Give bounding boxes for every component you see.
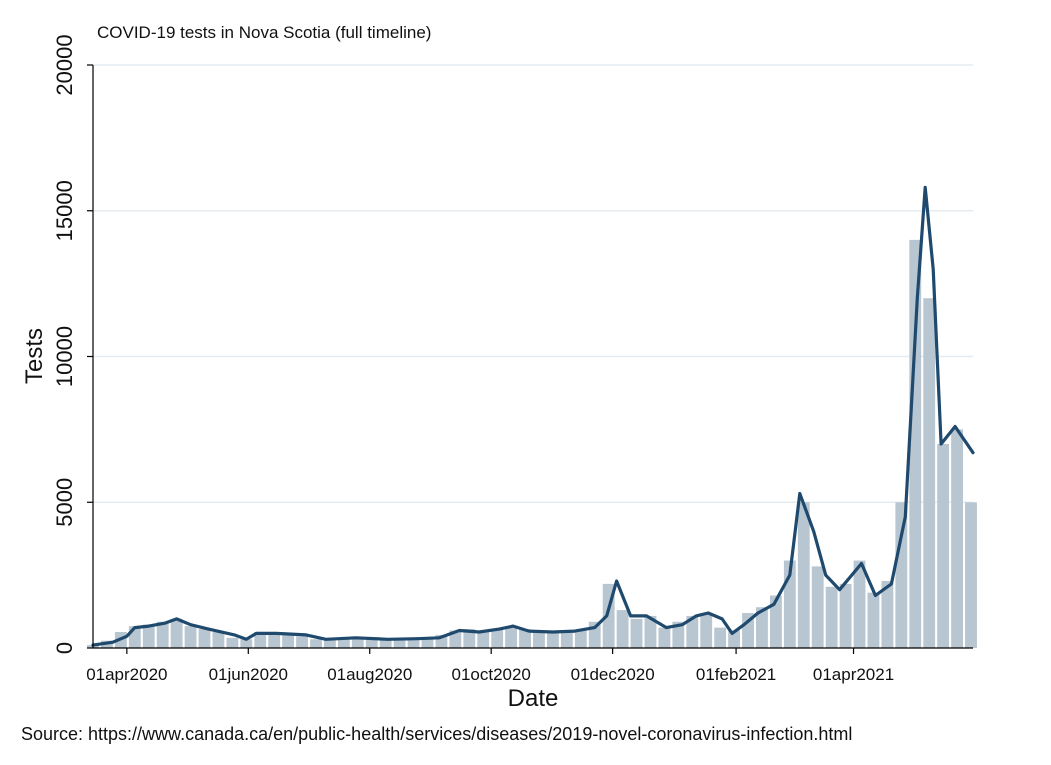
bar — [379, 638, 392, 648]
bar — [393, 639, 406, 648]
bar — [505, 626, 518, 648]
y-tick-label: 20000 — [52, 34, 77, 95]
x-tick-label: 01apr2021 — [813, 665, 894, 684]
bar — [756, 607, 768, 648]
bar — [658, 627, 671, 648]
bar — [435, 634, 448, 648]
x-axis-label: Date — [508, 685, 559, 712]
bar — [282, 634, 295, 648]
x-ticks: 01apr2020 01jun2020 01aug2020 01oct2020 01de… — [86, 648, 894, 684]
trend-line-series — [91, 185, 975, 647]
bar — [867, 592, 880, 648]
bar — [477, 631, 490, 648]
x-tick-label: 01aug2020 — [327, 665, 412, 684]
bar — [951, 429, 963, 648]
y-tick-label: 15000 — [52, 180, 77, 241]
bar — [839, 583, 852, 648]
bar — [546, 630, 559, 648]
y-ticks: 0 5000 10000 15000 20000 — [52, 34, 93, 654]
bar — [797, 502, 810, 648]
source-note: Source: https://www.canada.ca/en/public-… — [21, 724, 852, 744]
bar — [714, 627, 727, 648]
bar — [672, 621, 685, 648]
bar — [254, 631, 267, 648]
bar — [156, 621, 169, 648]
y-axis-label: Tests — [21, 328, 48, 384]
bar — [519, 629, 531, 648]
bar — [853, 560, 866, 648]
bar — [825, 586, 838, 648]
bar — [449, 630, 462, 648]
chart-title: COVID-19 tests in Nova Scotia (full time… — [97, 23, 431, 42]
bar — [351, 637, 364, 648]
bar — [909, 239, 922, 648]
x-tick-label: 01feb2021 — [696, 665, 776, 684]
bar — [602, 583, 615, 648]
bar — [296, 636, 308, 648]
bar — [240, 639, 253, 648]
bar — [268, 633, 281, 648]
bar — [644, 615, 657, 648]
y-grid — [93, 64, 973, 503]
bar — [128, 626, 141, 648]
bar — [142, 624, 155, 648]
bar — [811, 566, 824, 648]
bar — [895, 502, 908, 648]
bars-series — [87, 239, 977, 648]
y-tick-label: 10000 — [52, 326, 77, 387]
bar — [226, 637, 239, 648]
bar — [923, 298, 936, 648]
bar — [212, 631, 225, 648]
bar — [198, 629, 211, 648]
bar — [574, 630, 587, 648]
bar — [407, 639, 420, 648]
y-tick-label: 5000 — [52, 478, 77, 527]
x-tick-label: 01dec2020 — [571, 665, 655, 684]
bar — [337, 639, 350, 648]
y-tick-label: 0 — [52, 642, 77, 654]
x-tick-label: 01oct2020 — [451, 665, 530, 684]
bar — [588, 621, 601, 648]
bar — [616, 610, 629, 648]
bar — [728, 630, 741, 648]
bar — [365, 637, 378, 648]
bar — [491, 629, 504, 648]
bar — [170, 618, 183, 648]
bar — [937, 443, 950, 648]
bar — [965, 502, 977, 648]
bar — [184, 626, 197, 648]
x-tick-label: 01jun2020 — [209, 665, 288, 684]
bar — [421, 637, 434, 648]
x-tick-label: 01apr2020 — [86, 665, 167, 684]
bar — [881, 580, 894, 648]
bar — [463, 629, 476, 648]
bar — [324, 639, 336, 648]
bar — [630, 618, 643, 648]
bar — [783, 560, 796, 648]
bar — [560, 631, 573, 648]
bar — [686, 615, 699, 648]
bar — [533, 631, 545, 648]
bar — [742, 613, 754, 648]
bar — [310, 639, 322, 648]
bar — [769, 595, 782, 648]
bar — [700, 613, 713, 648]
